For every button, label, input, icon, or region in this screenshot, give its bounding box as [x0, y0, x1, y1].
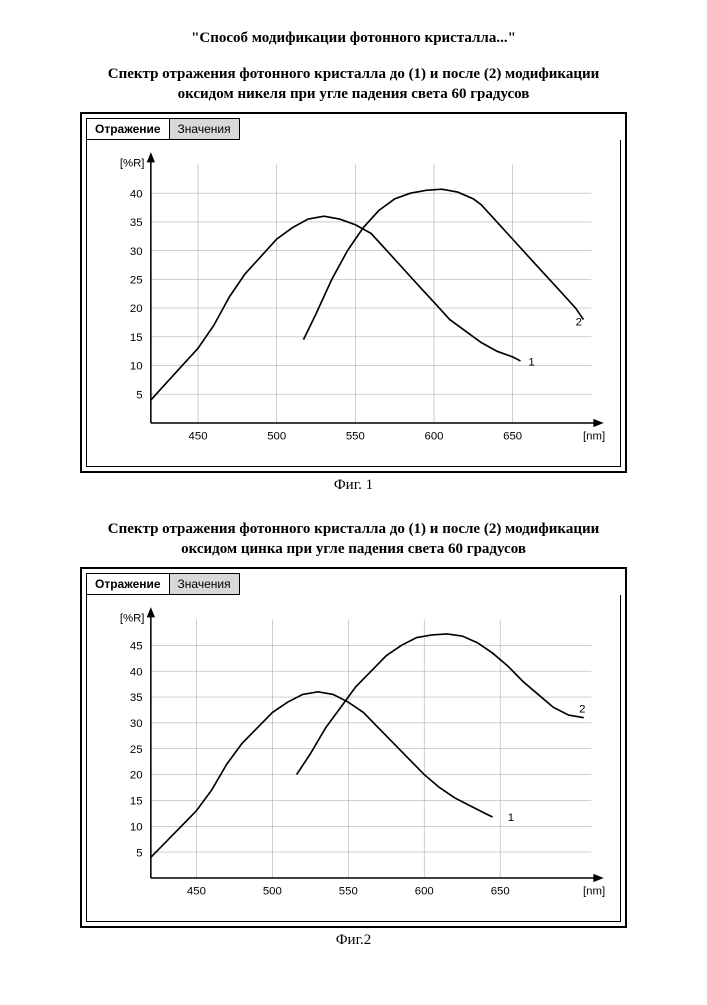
svg-text:25: 25 [130, 744, 143, 756]
svg-text:5: 5 [136, 847, 142, 859]
figure-2-caption: Спектр отражения фотонного кристалла до … [80, 520, 627, 559]
svg-text:15: 15 [130, 796, 143, 808]
figure-1-svg: 450 500 550 600 650 5 10 15 20 25 30 35 40 [%R] [nm] 1 2 [95, 150, 612, 460]
figure-1-frame: Отражение Значения 450 500 550 600 650 5 10 15 2… [80, 112, 627, 473]
svg-text:1: 1 [508, 812, 514, 824]
svg-text:550: 550 [339, 886, 358, 898]
document-title: "Способ модификации фотонного кристалла.… [40, 30, 667, 47]
figure-2-tabs: Отражение Значения [86, 573, 621, 595]
figure-2-frame: Отражение Значения 450 500 550 600 650 5 10 15 2… [80, 567, 627, 928]
svg-text:15: 15 [130, 332, 143, 344]
svg-text:20: 20 [130, 303, 143, 315]
figure-1-tabs: Отражение Значения [86, 118, 621, 140]
svg-text:40: 40 [130, 666, 143, 678]
svg-text:25: 25 [130, 274, 143, 286]
figure-1-plot: 450 500 550 600 650 5 10 15 20 25 30 35 40 [%R] [nm] 1 2 [86, 140, 621, 467]
figure-2-svg: 450 500 550 600 650 5 10 15 20 25 30 35 40 45 [%R] [nm]… [95, 605, 612, 915]
svg-text:35: 35 [130, 692, 143, 704]
figure-2-plot: 450 500 550 600 650 5 10 15 20 25 30 35 40 45 [%R] [nm]… [86, 595, 621, 922]
svg-text:[nm]: [nm] [583, 431, 605, 443]
figure-2-label: Фиг.2 [40, 932, 667, 949]
svg-text:450: 450 [189, 431, 208, 443]
svg-text:[%R]: [%R] [120, 158, 145, 170]
svg-text:2: 2 [576, 316, 582, 328]
svg-text:10: 10 [130, 361, 143, 373]
svg-text:45: 45 [130, 641, 143, 653]
svg-text:2: 2 [579, 704, 585, 716]
svg-text:600: 600 [425, 431, 444, 443]
svg-text:5: 5 [136, 389, 142, 401]
tab-reflection[interactable]: Отражение [86, 573, 170, 595]
svg-text:30: 30 [130, 718, 143, 730]
tab-values[interactable]: Значения [169, 573, 240, 595]
svg-text:650: 650 [503, 431, 522, 443]
svg-text:40: 40 [130, 188, 143, 200]
svg-text:600: 600 [415, 886, 434, 898]
svg-text:[nm]: [nm] [583, 886, 605, 898]
svg-text:550: 550 [346, 431, 365, 443]
svg-text:20: 20 [130, 770, 143, 782]
svg-text:10: 10 [130, 822, 143, 834]
figure-1-label: Фиг. 1 [40, 477, 667, 494]
svg-text:500: 500 [267, 431, 286, 443]
svg-text:450: 450 [187, 886, 206, 898]
tab-values[interactable]: Значения [169, 118, 240, 140]
svg-text:35: 35 [130, 217, 143, 229]
tab-reflection[interactable]: Отражение [86, 118, 170, 140]
svg-text:30: 30 [130, 246, 143, 258]
svg-text:650: 650 [491, 886, 510, 898]
svg-text:500: 500 [263, 886, 282, 898]
svg-text:1: 1 [528, 357, 534, 369]
svg-text:[%R]: [%R] [120, 613, 145, 625]
figure-1-caption: Спектр отражения фотонного кристалла до … [80, 65, 627, 104]
